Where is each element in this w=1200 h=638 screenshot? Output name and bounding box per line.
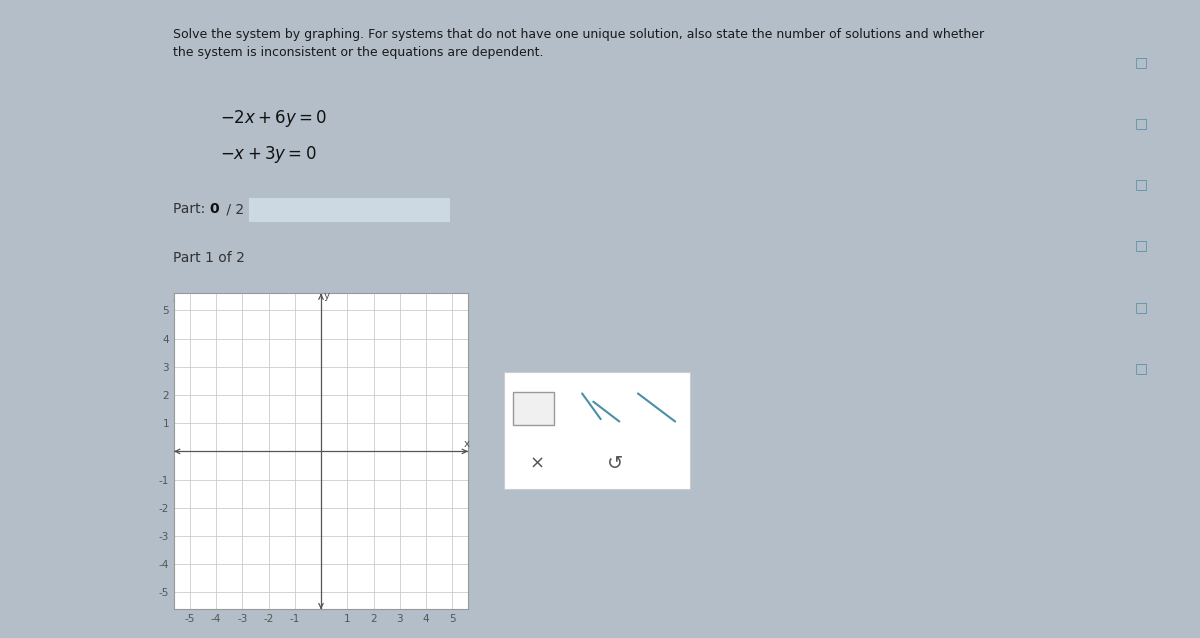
Bar [514, 392, 554, 425]
Text: $-2x+6y=0$: $-2x+6y=0$ [220, 108, 326, 129]
Text: □: □ [1135, 55, 1148, 69]
Text: y: y [323, 292, 329, 301]
Text: □: □ [1135, 300, 1148, 314]
Text: x: x [463, 440, 469, 449]
Text: 0: 0 [209, 202, 218, 216]
Text: □: □ [1135, 239, 1148, 253]
Text: Part:: Part: [173, 202, 209, 216]
Bar [248, 197, 450, 222]
Text: $-x+3y=0$: $-x+3y=0$ [220, 353, 317, 374]
Text: $-x+3y=0$: $-x+3y=0$ [220, 144, 317, 165]
Text: / 2: / 2 [222, 202, 245, 216]
Text: ↺: ↺ [607, 454, 624, 473]
Text: ×: × [530, 455, 545, 473]
Text: Part 1 of 2: Part 1 of 2 [173, 251, 245, 265]
Text: Solve the system by graphing. For systems that do not have one unique solution, : Solve the system by graphing. For system… [173, 28, 984, 59]
Text: Graph the system of equations.: Graph the system of equations. [173, 295, 406, 309]
Text: □: □ [1135, 116, 1148, 130]
Text: $-2x+6y=0$: $-2x+6y=0$ [220, 322, 326, 343]
Text: □: □ [1135, 177, 1148, 191]
Text: □: □ [1135, 361, 1148, 375]
